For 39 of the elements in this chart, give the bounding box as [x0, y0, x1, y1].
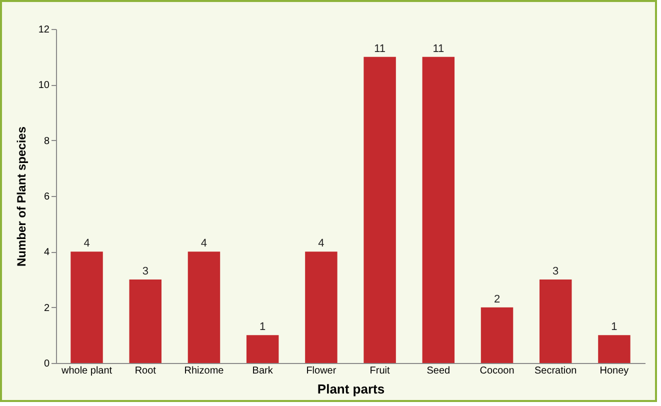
data-label: 3: [552, 266, 559, 278]
x-tick-label: Fruit: [370, 366, 390, 376]
y-tick-label: 12: [38, 24, 50, 36]
y-tick-label: 0: [44, 358, 50, 370]
x-tick-label: Flower: [306, 366, 337, 376]
data-label: 3: [142, 266, 148, 278]
data-label: 4: [200, 238, 208, 250]
data-label: 4: [318, 238, 324, 250]
y-tick-label: 4: [44, 247, 50, 258]
x-tick-label: Bark: [252, 366, 274, 376]
y-axis-title: Number of Plant species: [14, 126, 28, 267]
bar: [480, 307, 514, 363]
x-tick-label: Rhizome: [184, 366, 224, 376]
data-label: 11: [374, 42, 386, 55]
bar: [422, 56, 455, 363]
x-tick-label: Seed: [426, 366, 450, 376]
bar: [129, 280, 162, 363]
bar: [598, 335, 630, 363]
data-label: 11: [432, 42, 444, 55]
x-tick-label: Root: [134, 366, 156, 376]
data-label: 1: [611, 321, 618, 334]
bar: [246, 335, 279, 363]
data-label: 2: [494, 293, 500, 306]
x-tick-label: Honey: [600, 366, 629, 376]
y-tick-label: 10: [38, 80, 50, 92]
bar: [305, 252, 338, 363]
x-tick-label: whole plant: [60, 366, 112, 376]
bar: [188, 252, 220, 363]
data-label: 4: [84, 238, 90, 250]
bar: [70, 252, 103, 363]
y-tick-label: 6: [44, 192, 50, 202]
y-tick-label: 8: [44, 136, 50, 147]
bar: [364, 56, 396, 363]
bar: [540, 280, 572, 363]
x-tick-label: Secration: [534, 366, 577, 376]
y-tick-label: 2: [44, 302, 50, 314]
x-axis-title: Plant parts: [317, 382, 385, 396]
x-tick-label: Cocoon: [480, 366, 514, 376]
data-label: 1: [260, 321, 266, 334]
